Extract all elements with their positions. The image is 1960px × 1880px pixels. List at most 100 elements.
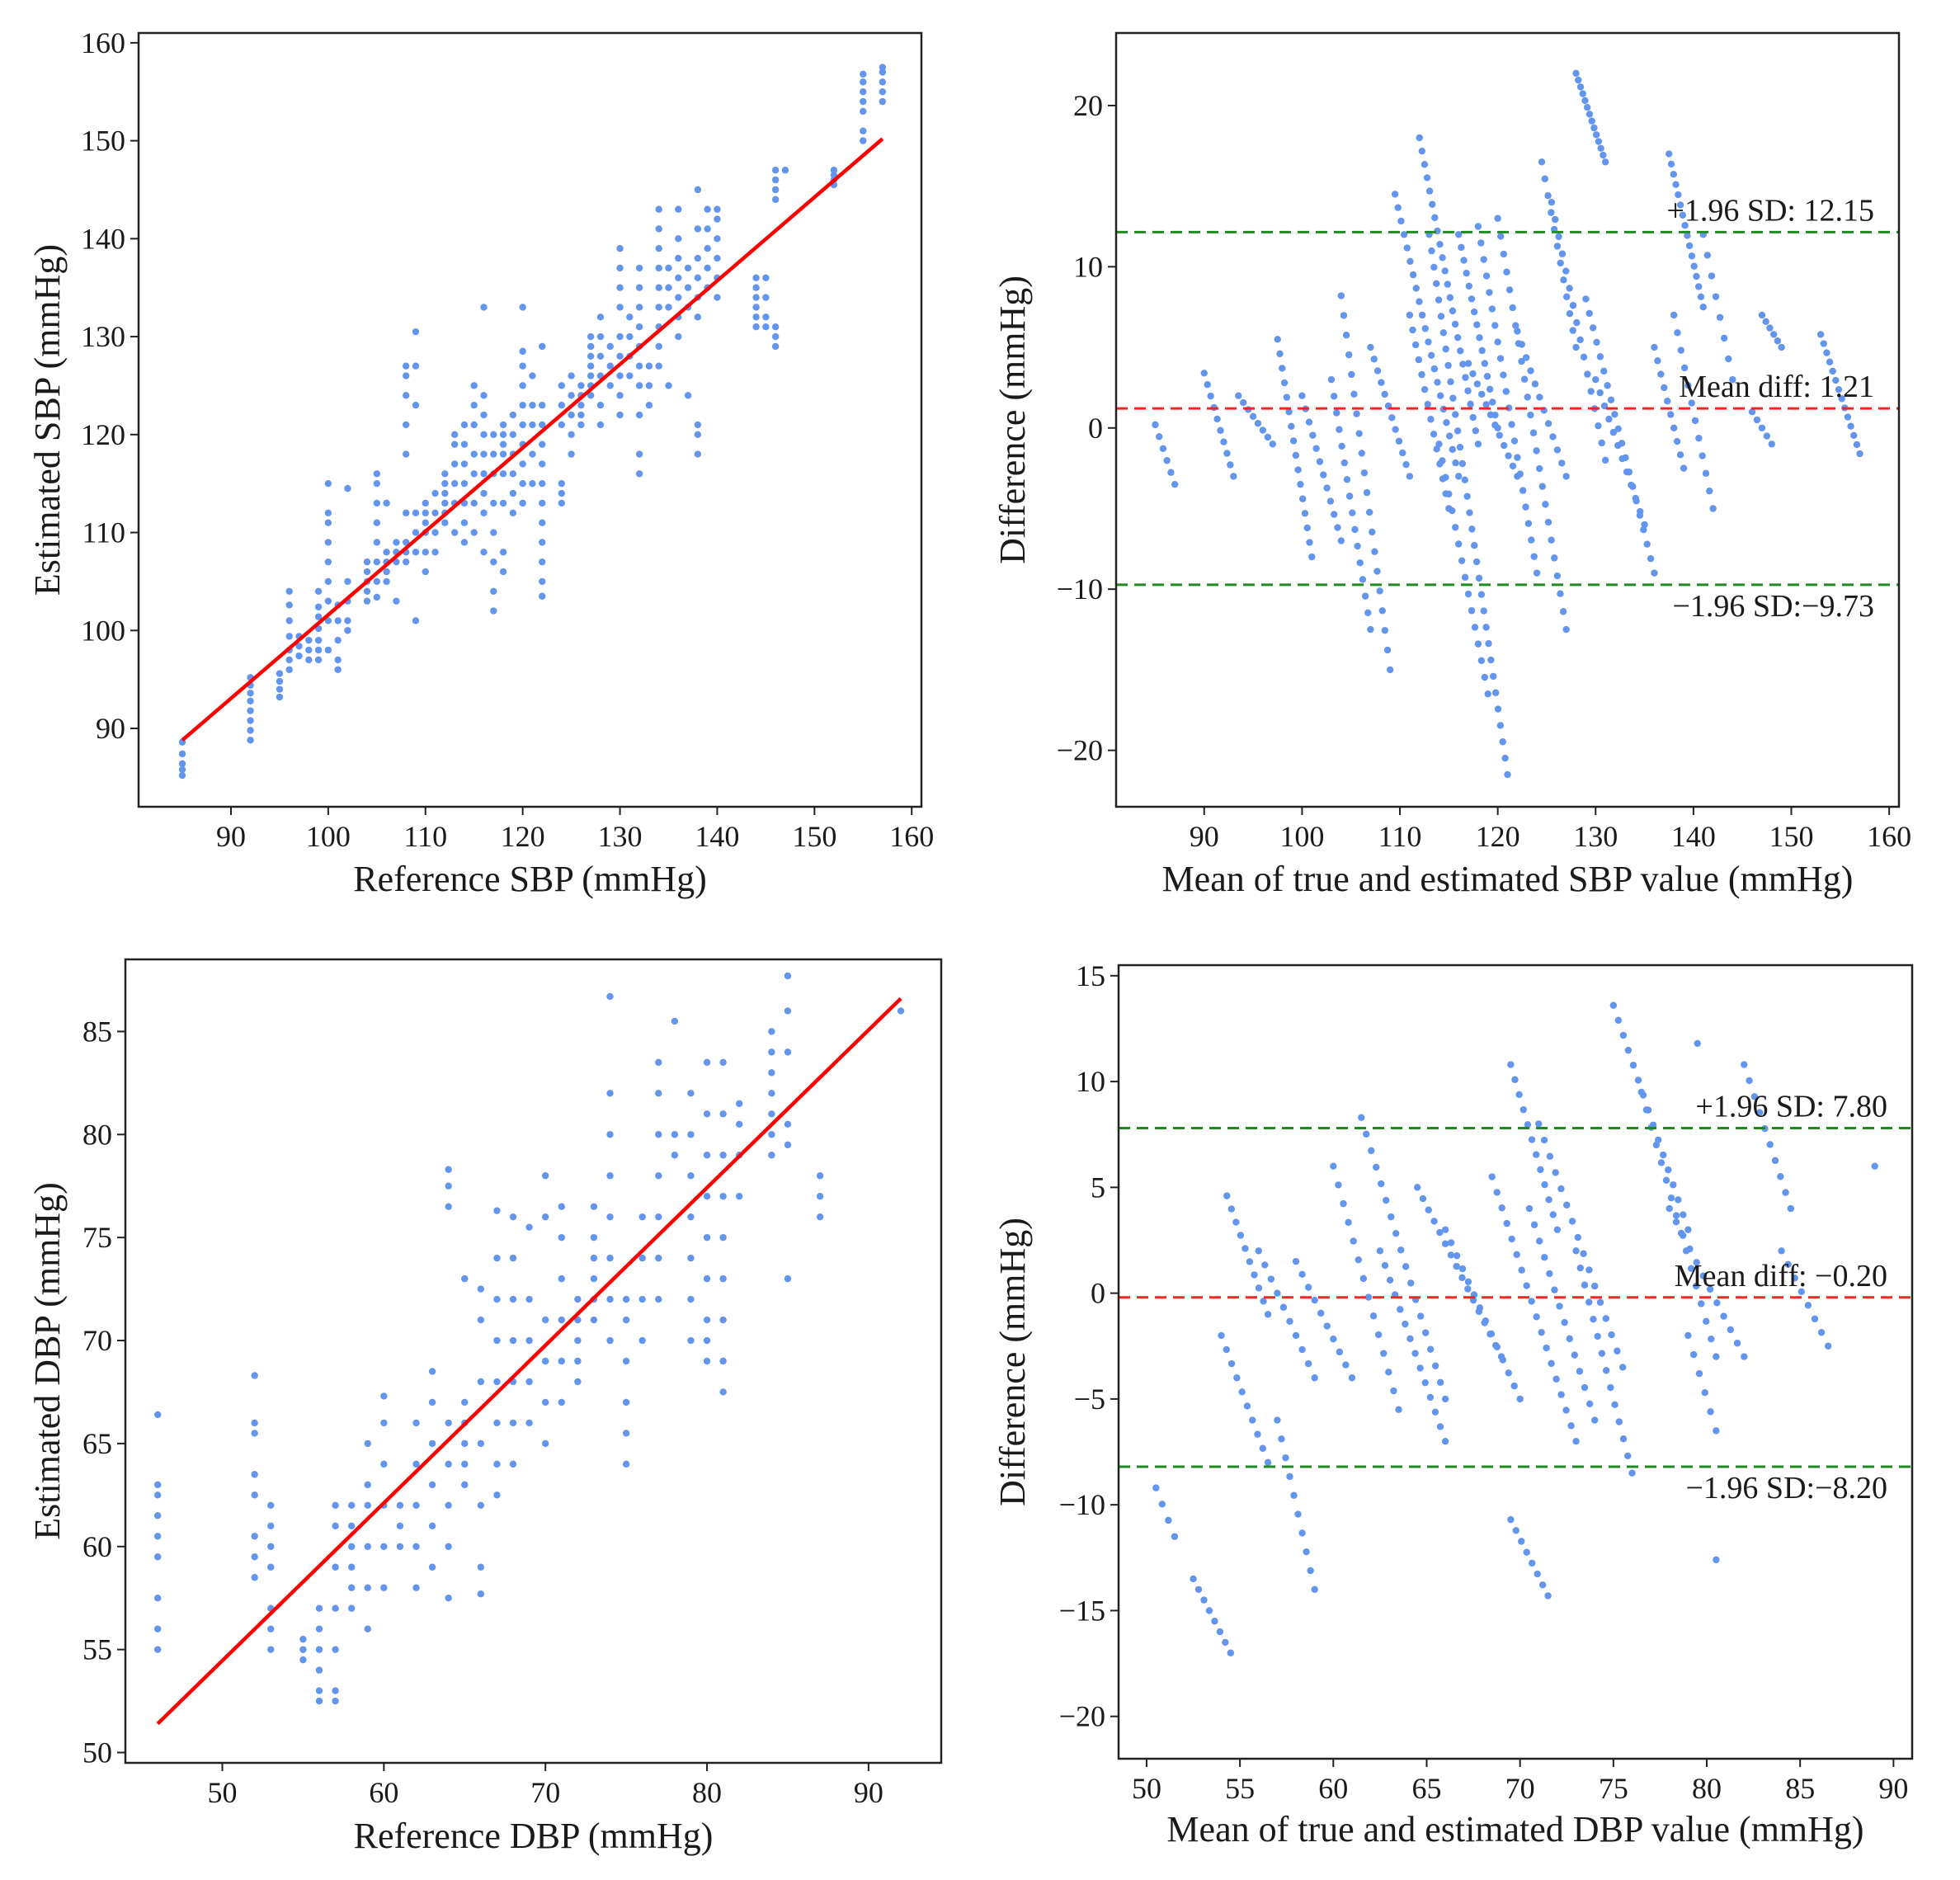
data-point — [1472, 426, 1480, 435]
data-point — [1254, 419, 1262, 427]
data-point — [762, 323, 770, 331]
data-point — [1458, 1274, 1466, 1282]
data-point — [445, 1182, 452, 1190]
data-point — [1694, 1039, 1701, 1048]
data-point — [1544, 191, 1552, 200]
data-point — [539, 479, 546, 488]
data-point — [1437, 313, 1445, 320]
data-point — [596, 332, 605, 341]
data-point — [315, 1625, 323, 1633]
data-point — [1529, 429, 1538, 436]
data-point — [687, 1172, 695, 1180]
data-point — [267, 1646, 275, 1653]
data-point — [460, 539, 469, 546]
data-point — [1462, 374, 1469, 381]
data-point — [412, 1543, 420, 1550]
data-point — [1254, 1430, 1261, 1438]
data-point — [1468, 607, 1476, 615]
data-point — [1350, 390, 1358, 398]
data-point — [509, 509, 517, 516]
data-point — [324, 558, 332, 566]
data-point — [1304, 1359, 1312, 1368]
sbp-scatter-ylabel: Estimated SBP (mmHg) — [27, 244, 68, 596]
data-point — [251, 1471, 258, 1478]
data-point — [1343, 476, 1351, 483]
data-point — [1368, 1147, 1375, 1155]
data-point — [1551, 1286, 1558, 1293]
data-point — [1442, 345, 1449, 353]
x-tick-label: 140 — [1671, 820, 1716, 853]
data-point — [1397, 1306, 1404, 1313]
data-point — [1308, 553, 1316, 561]
data-point — [1223, 1192, 1231, 1199]
data-point — [1205, 1607, 1213, 1614]
data-point — [1518, 341, 1525, 348]
data-point — [1561, 1318, 1568, 1326]
data-point — [1429, 200, 1436, 208]
data-point — [364, 1481, 371, 1489]
data-point — [1826, 358, 1834, 366]
data-point — [493, 1419, 501, 1427]
data-point — [1456, 443, 1464, 451]
data-point — [568, 392, 575, 399]
data-point — [267, 1522, 275, 1529]
y-tick-label: 55 — [82, 1633, 112, 1666]
x-tick-label: 150 — [792, 820, 836, 853]
data-point — [645, 362, 653, 370]
data-point — [525, 1419, 533, 1427]
data-point — [703, 1193, 711, 1200]
sbp-ba-frame — [1114, 31, 1901, 808]
data-point — [1628, 481, 1635, 489]
data-point — [332, 1501, 339, 1510]
data-point — [1720, 1312, 1727, 1320]
data-point — [1527, 367, 1534, 375]
data-point — [1569, 327, 1576, 334]
data-point — [1593, 338, 1600, 346]
data-point — [771, 176, 780, 184]
data-point — [1482, 1317, 1490, 1325]
data-point — [1298, 1529, 1306, 1537]
data-point — [1337, 292, 1345, 299]
data-point — [1609, 1001, 1618, 1009]
data-point — [687, 1131, 695, 1138]
data-point — [1409, 326, 1416, 334]
data-point — [762, 294, 770, 301]
data-point — [431, 529, 439, 536]
data-point — [383, 577, 390, 586]
data-point — [519, 347, 526, 356]
data-point — [1442, 474, 1449, 481]
data-point — [422, 499, 429, 507]
data-point — [363, 597, 371, 605]
data-point — [480, 509, 488, 516]
data-point — [655, 1213, 662, 1221]
data-point — [1501, 754, 1509, 762]
data-point — [752, 294, 760, 301]
data-point — [684, 284, 692, 291]
data-point — [1690, 262, 1698, 270]
data-point — [616, 332, 624, 341]
data-point — [1674, 329, 1681, 337]
data-point — [1533, 1151, 1540, 1158]
data-point — [1454, 473, 1463, 480]
data-point — [461, 1398, 469, 1406]
data-point — [332, 1687, 339, 1694]
data-point — [1835, 385, 1843, 393]
data-point — [1755, 1109, 1764, 1116]
data-point — [1490, 672, 1497, 681]
data-point — [1576, 1264, 1584, 1272]
data-point — [1286, 1472, 1293, 1481]
data-point — [1351, 525, 1359, 534]
data-point — [1548, 209, 1555, 216]
data-point — [1388, 414, 1396, 422]
data-point — [879, 97, 887, 106]
data-point — [1155, 433, 1163, 441]
data-point — [509, 489, 517, 497]
data-point — [1762, 318, 1769, 325]
data-point — [373, 577, 381, 586]
sbp-ba-x-ticks: 90 100 110 120 130 140 150 160 — [1190, 807, 1911, 853]
data-point — [541, 1439, 549, 1448]
data-point — [1518, 357, 1525, 365]
data-point — [694, 225, 702, 233]
data-point — [719, 1275, 727, 1283]
data-point — [251, 1491, 258, 1499]
